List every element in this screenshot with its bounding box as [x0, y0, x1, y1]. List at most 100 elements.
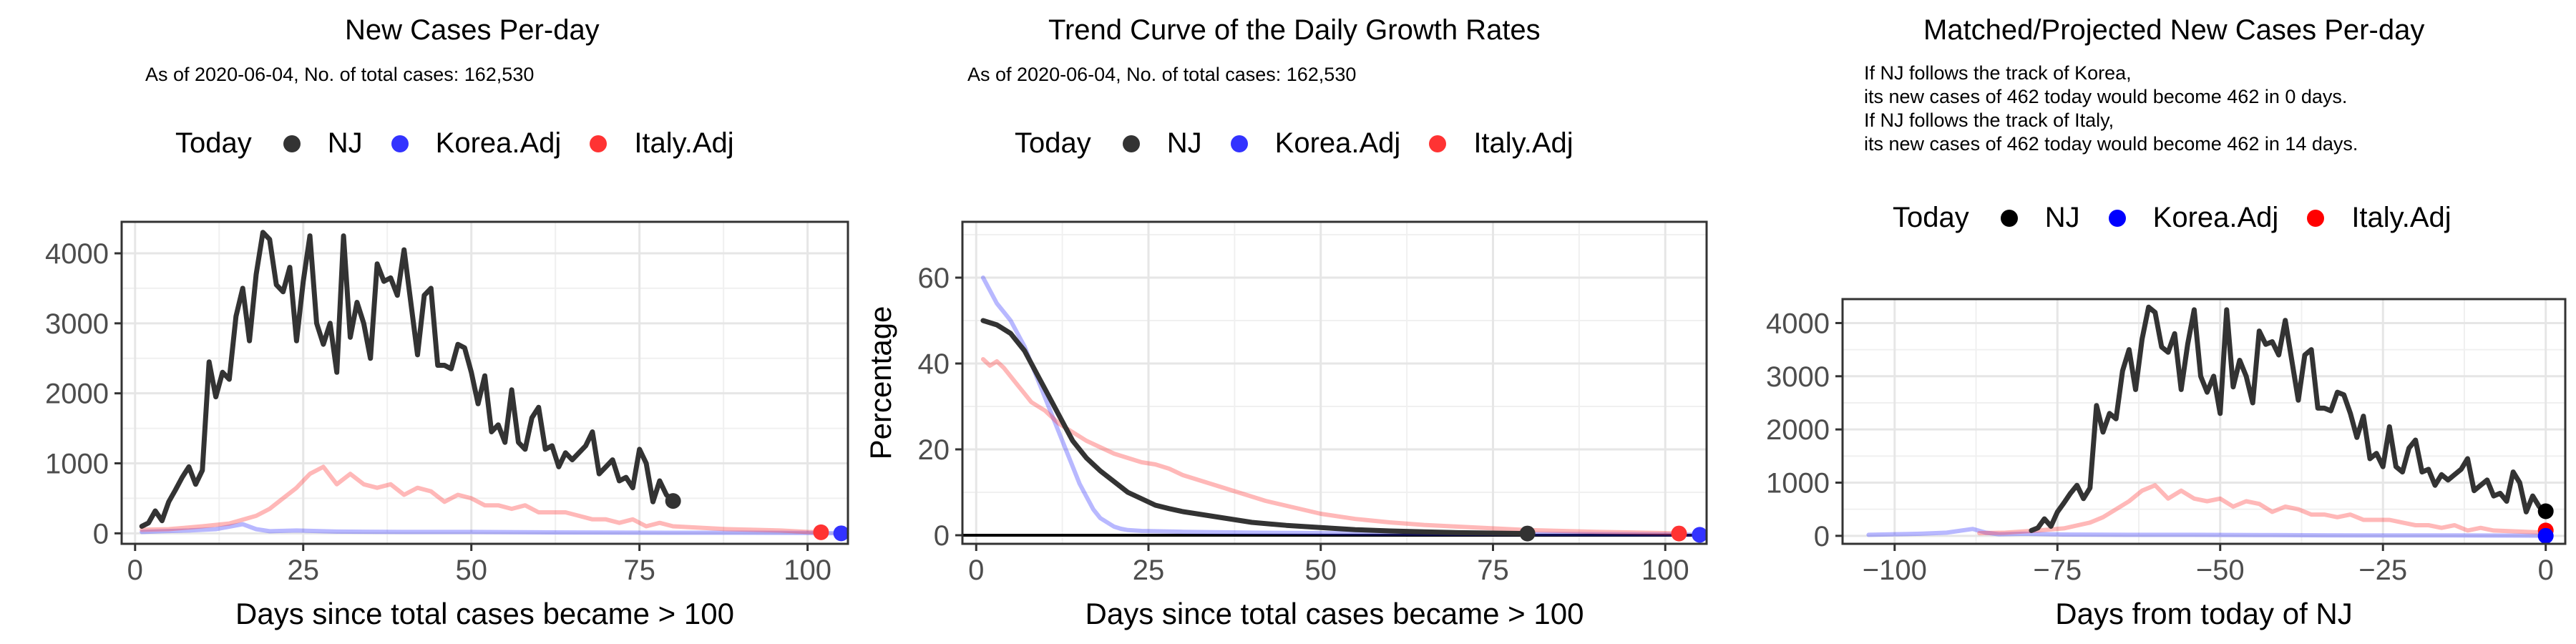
series-line-korea-adj: [140, 522, 844, 536]
plot-border: [120, 220, 849, 545]
legend-dot-icon: [2000, 209, 2018, 227]
x-tick-label: −75: [2033, 555, 2082, 586]
legend-item-nj: NJ: [1122, 127, 1202, 160]
y-tick-label: 40: [918, 348, 950, 380]
chart-subtitle: As of 2020-06-04, No. of total cases: 16…: [967, 64, 1357, 85]
series-line-nj: [139, 230, 676, 529]
subtitle-line: If NJ follows the track of Korea,: [1864, 62, 2132, 84]
series-line-italy-adj: [1977, 483, 2548, 536]
x-tick-label: −25: [2358, 555, 2407, 586]
y-tick-label: 2000: [45, 379, 109, 410]
chart-panel-projected: Matched/Projected New Cases Per-day If N…: [1717, 0, 2576, 644]
y-tick-label: 1000: [1766, 468, 1830, 499]
y-tick-label: 4000: [1766, 308, 1830, 339]
x-axis-label: Days from today of NJ: [2055, 597, 2352, 630]
x-tick-label: 25: [1133, 555, 1165, 586]
legend-label: NJ: [2044, 202, 2080, 233]
legend-item-italy: Italy.Adj: [590, 127, 734, 160]
plot-border: [961, 220, 1708, 545]
legend-dot-icon: [2307, 209, 2325, 227]
series-line-korea-adj: [1866, 527, 2548, 538]
subtitle-line: its new cases of 462 today would become …: [1864, 86, 2348, 107]
y-tick-label: 3000: [1766, 361, 1830, 393]
legend-label: Italy.Adj: [634, 127, 734, 159]
legend-item-italy: Italy.Adj: [2307, 202, 2451, 234]
y-tick-label: 60: [918, 263, 950, 294]
chart-legend: Today NJ Korea.Adj Italy.Adj: [1893, 202, 2480, 234]
chart-subtitle-lines: If NJ follows the track of Korea, its ne…: [1864, 62, 2358, 156]
today-point-italy-adj: [1671, 525, 1687, 542]
chart-panel-new-cases: New Cases Per-day As of 2020-06-04, No. …: [0, 0, 859, 644]
axes: 0 25 50 75 100 0 20 40 60: [918, 222, 1707, 586]
x-tick-label: −50: [2196, 555, 2245, 586]
today-point-nj: [665, 493, 681, 509]
legend-dot-icon: [1230, 135, 1248, 152]
chart-legend: Today NJ Korea.Adj Italy.Adj: [1015, 127, 1602, 160]
x-tick-label: −100: [1863, 555, 1927, 586]
chart-title: New Cases Per-day: [345, 14, 600, 46]
chart-title: Matched/Projected New Cases Per-day: [1923, 14, 2425, 46]
legend-label: Italy.Adj: [2351, 202, 2451, 233]
x-tick-label: 50: [1304, 555, 1337, 586]
series-line-italy-adj: [980, 357, 1682, 536]
legend-item-korea: Korea.Adj: [1230, 127, 1401, 160]
legend-label: Korea.Adj: [1274, 127, 1401, 159]
grid-minor: [962, 222, 1707, 544]
y-tick-label: 20: [918, 434, 950, 466]
y-axis-label: Percentage: [864, 306, 897, 460]
series-line-nj: [2029, 304, 2549, 533]
today-point-nj: [1519, 525, 1536, 542]
y-tick-label: 4000: [45, 238, 109, 270]
legend-label: Korea.Adj: [435, 127, 562, 159]
y-tick-label: 0: [934, 520, 950, 552]
chart-subtitle: As of 2020-06-04, No. of total cases: 16…: [145, 64, 535, 85]
legend-dot-icon: [283, 135, 301, 152]
x-tick-label: 75: [1477, 555, 1509, 586]
grid-minor: [1843, 299, 2565, 544]
x-tick-label: 100: [784, 555, 831, 586]
axes: −100 −75 −50 −25 0 0 1000 2000 3000 4000: [1766, 299, 2565, 586]
legend-label: NJ: [327, 127, 363, 159]
chart-plot-projected: −100 −75 −50 −25 0 0 1000 2000 3000 4000 Days from…: [1766, 298, 2567, 630]
today-point-korea-adj: [2537, 527, 2554, 544]
x-tick-label: 0: [2538, 555, 2554, 586]
grid-minor: [122, 222, 848, 544]
chart-plot-growth-rates: 0 25 50 75 100 0 20 40 60 Days since total cases …: [864, 220, 1708, 630]
legend-label: Italy.Adj: [1473, 127, 1574, 159]
today-point-nj: [2537, 503, 2554, 519]
legend-item-italy: Italy.Adj: [1429, 127, 1574, 160]
x-tick-label: 0: [968, 555, 984, 586]
legend-dot-icon: [391, 135, 409, 152]
legend-dot-icon: [590, 135, 608, 152]
today-point-italy-adj: [813, 524, 829, 540]
chart-legend: Today NJ Korea.Adj Italy.Adj: [175, 127, 763, 160]
legend-title: Today: [1893, 202, 1969, 233]
legend-item-nj: NJ: [2000, 202, 2080, 234]
legend-item-korea: Korea.Adj: [2108, 202, 2279, 234]
today-point-korea-adj: [833, 525, 849, 542]
x-tick-label: 0: [127, 555, 143, 586]
x-tick-label: 75: [623, 555, 655, 586]
series-line-korea-adj: [980, 275, 1702, 537]
chart-panel-growth-rates: Trend Curve of the Daily Growth Rates As…: [859, 0, 1717, 644]
chart-title: Trend Curve of the Daily Growth Rates: [1048, 14, 1541, 46]
x-tick-label: 100: [1641, 555, 1689, 586]
y-tick-label: 0: [93, 518, 109, 550]
legend-label: NJ: [1166, 127, 1202, 159]
plot-border: [1841, 298, 2567, 545]
y-tick-label: 0: [1814, 521, 1830, 552]
today-point-korea-adj: [1692, 527, 1708, 543]
legend-dot-icon: [1122, 135, 1140, 152]
x-tick-label: 25: [288, 555, 320, 586]
y-tick-label: 1000: [45, 449, 109, 480]
legend-label: Korea.Adj: [2152, 202, 2279, 233]
x-axis-label: Days since total cases became > 100: [1085, 597, 1584, 630]
subtitle-line: its new cases of 462 today would become …: [1864, 133, 2358, 155]
series-line-italy-adj: [140, 464, 824, 535]
x-tick-label: 50: [455, 555, 487, 586]
y-tick-label: 3000: [45, 308, 109, 340]
x-axis-label: Days since total cases became > 100: [235, 597, 734, 630]
subtitle-line: If NJ follows the track of Italy,: [1864, 109, 2114, 131]
legend-title: Today: [1015, 127, 1091, 159]
